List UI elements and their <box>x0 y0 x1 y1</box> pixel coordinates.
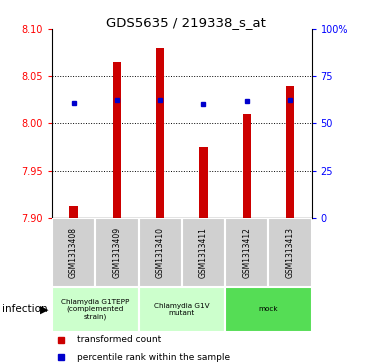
Bar <box>52 218 95 287</box>
Text: Chlamydia G1TEPP
(complemented
strain): Chlamydia G1TEPP (complemented strain) <box>61 299 129 320</box>
Bar <box>243 114 251 218</box>
Bar <box>52 287 138 332</box>
Text: GSM1313409: GSM1313409 <box>112 227 121 278</box>
Text: infection: infection <box>2 304 47 314</box>
Bar <box>113 62 121 218</box>
Bar <box>199 147 208 218</box>
Text: GSM1313410: GSM1313410 <box>156 227 165 278</box>
Text: transformed count: transformed count <box>77 335 161 344</box>
Bar <box>69 207 78 218</box>
Bar <box>95 218 138 287</box>
Text: Chlamydia G1V
mutant: Chlamydia G1V mutant <box>154 303 210 316</box>
Text: GDS5635 / 219338_s_at: GDS5635 / 219338_s_at <box>106 16 265 29</box>
Text: ▶: ▶ <box>40 304 48 314</box>
Bar <box>225 287 312 332</box>
Bar <box>156 48 164 218</box>
Text: GSM1313413: GSM1313413 <box>286 227 295 278</box>
Text: GSM1313408: GSM1313408 <box>69 227 78 278</box>
Bar <box>138 287 225 332</box>
Bar <box>182 218 225 287</box>
Text: GSM1313411: GSM1313411 <box>199 227 208 278</box>
Bar <box>225 218 268 287</box>
Text: mock: mock <box>259 306 278 313</box>
Bar <box>286 86 294 218</box>
Text: percentile rank within the sample: percentile rank within the sample <box>77 353 230 362</box>
Bar <box>138 218 182 287</box>
Bar <box>268 218 312 287</box>
Text: GSM1313412: GSM1313412 <box>242 227 251 278</box>
